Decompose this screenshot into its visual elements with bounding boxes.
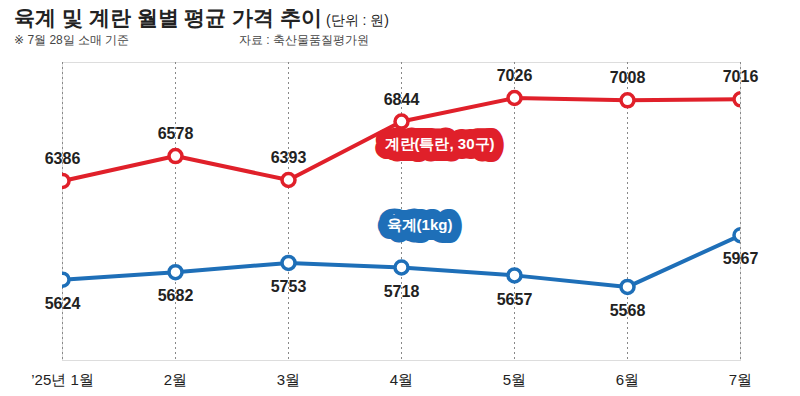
html-text:육계 및 계란 월별 평균 가격 추이 (단위 : 원): 육계 및 계란 월별 평균 가격 추이 (단위 : 원) <box>14 6 389 29</box>
svg-text:5753: 5753 <box>271 278 307 295</box>
svg-text:3월: 3월 <box>277 371 300 388</box>
svg-text:5657: 5657 <box>497 290 533 307</box>
svg-text:7026: 7026 <box>497 67 533 84</box>
svg-text:6386: 6386 <box>45 150 81 167</box>
svg-text:6월: 6월 <box>616 371 639 388</box>
svg-text:5624: 5624 <box>45 295 81 312</box>
svg-text:5월: 5월 <box>503 371 526 388</box>
svg-text:육계(1kg): 육계(1kg) <box>387 216 453 233</box>
svg-text:7016: 7016 <box>723 68 759 85</box>
svg-text:5568: 5568 <box>610 302 646 319</box>
svg-text:계란(특란, 30구): 계란(특란, 30구) <box>384 135 494 152</box>
html-text:※ 7월 28일 소매 기준: ※ 7월 28일 소매 기준 <box>14 33 130 47</box>
svg-text:’25년 1월: ’25년 1월 <box>31 371 94 388</box>
svg-text:7월: 7월 <box>729 371 752 388</box>
svg-text:6844: 6844 <box>384 91 420 108</box>
svg-text:5718: 5718 <box>384 283 420 300</box>
svg-text:5967: 5967 <box>723 250 759 267</box>
svg-text:7008: 7008 <box>610 69 646 86</box>
svg-text:5682: 5682 <box>158 287 194 304</box>
html-text:자료 : 축산물품질평가원: 자료 : 축산물품질평가원 <box>239 33 369 47</box>
svg-text:6578: 6578 <box>158 125 194 142</box>
svg-text:6393: 6393 <box>271 149 307 166</box>
svg-text:2월: 2월 <box>164 371 187 388</box>
svg-text:4월: 4월 <box>390 371 413 388</box>
